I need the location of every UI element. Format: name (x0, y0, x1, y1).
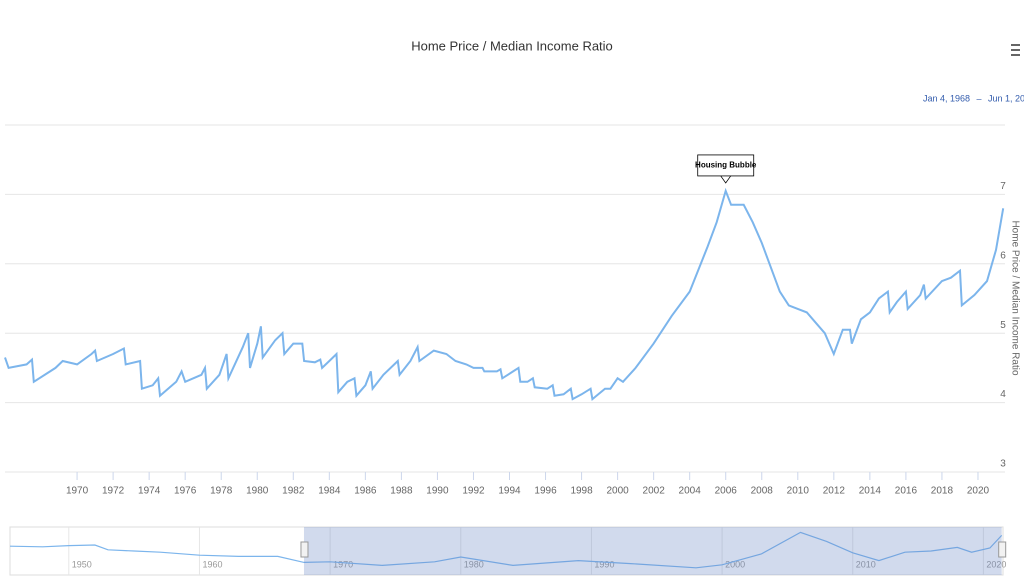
annotation-box (697, 154, 755, 177)
x-tick-label: 2010 (787, 486, 810, 497)
navigator-line (9, 531, 1003, 569)
x-tick-label: 2006 (715, 486, 738, 497)
navigator-tick-label: 2010 (856, 559, 876, 569)
x-tick-label: 2018 (931, 486, 954, 497)
range-to[interactable]: Jun 1, 2021 (988, 93, 1024, 103)
navigator-tick-label: 2000 (725, 559, 745, 569)
y-axis-title: Home Price / Median Income Ratio (1009, 220, 1020, 376)
x-tick-label: 2000 (606, 486, 629, 497)
x-tick-label: 1994 (498, 486, 521, 497)
navigator-tick-label: 1990 (594, 559, 614, 569)
x-tick-label: 1972 (102, 486, 125, 497)
chart-title: Home Price / Median Income Ratio (411, 38, 613, 53)
x-tick-label: 1982 (282, 486, 305, 497)
x-tick-label: 2014 (859, 486, 882, 497)
x-tick-label: 1978 (210, 486, 233, 497)
x-tick-label: 1984 (318, 486, 341, 497)
menu-bar[interactable] (1011, 44, 1020, 46)
x-tick-label: 1988 (390, 486, 413, 497)
y-tick-label: 7 (1000, 181, 1006, 192)
range-from[interactable]: Jan 4, 1968 (923, 93, 970, 103)
x-tick-label: 1992 (462, 486, 485, 497)
x-tick-label: 2020 (967, 486, 990, 497)
y-tick-label: 3 (1000, 459, 1006, 470)
x-tick-label: 2008 (751, 486, 774, 497)
x-tick-label: 1990 (426, 486, 449, 497)
annotation-pointer (720, 175, 732, 184)
navigator-handle[interactable] (998, 541, 1007, 558)
navigator[interactable] (9, 526, 1004, 576)
range-separator: – (976, 93, 981, 103)
y-tick-label: 5 (1000, 320, 1006, 331)
x-tick-label: 2016 (895, 486, 918, 497)
data-line (4, 187, 1005, 401)
annotation-label: Housing Bubble (695, 161, 757, 170)
export-menu[interactable] (1011, 44, 1020, 56)
x-tick-label: 2012 (823, 486, 846, 497)
x-tick-label: 1998 (570, 486, 593, 497)
navigator-handle[interactable] (300, 541, 309, 558)
navigator-selection[interactable] (303, 527, 1002, 575)
navigator-tick-label: 1980 (464, 559, 484, 569)
x-tick-label: 1986 (354, 486, 377, 497)
navigator-tick-label: 2020 (986, 559, 1006, 569)
x-tick-label: 1976 (174, 486, 197, 497)
navigator-tick-label: 1950 (72, 559, 92, 569)
x-tick-label: 1980 (246, 486, 269, 497)
navigator-tick-label: 1970 (333, 559, 353, 569)
x-tick-label: 1974 (138, 486, 161, 497)
x-tick-label: 1970 (66, 486, 89, 497)
menu-bar[interactable] (1011, 49, 1020, 51)
x-tick-label: 2004 (679, 486, 702, 497)
x-tick-label: 2002 (643, 486, 666, 497)
menu-bar[interactable] (1011, 54, 1020, 56)
y-tick-label: 6 (1000, 250, 1006, 261)
navigator-tick-label: 1960 (202, 559, 222, 569)
x-tick-label: 1996 (534, 486, 557, 497)
y-tick-label: 4 (1000, 389, 1006, 400)
